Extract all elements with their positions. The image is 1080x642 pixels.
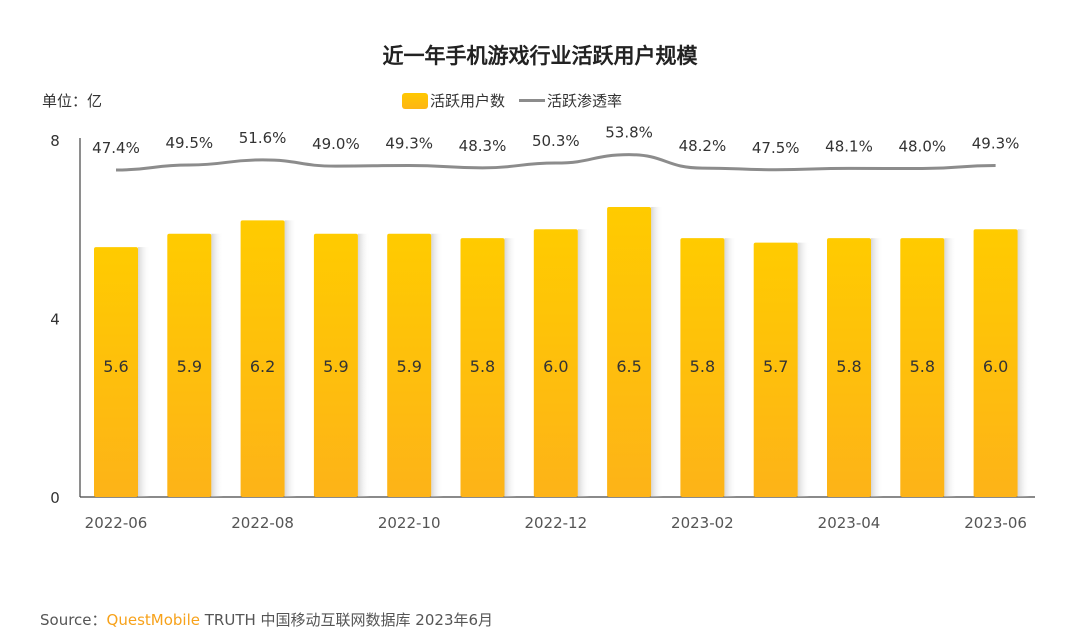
bar-data-label: 5.8	[470, 357, 495, 376]
bar-data-label: 5.8	[836, 357, 861, 376]
x-tick-label: 2022-10	[378, 514, 441, 532]
bar-data-label: 5.9	[323, 357, 348, 376]
bar	[533, 229, 578, 497]
bar	[973, 229, 1018, 497]
legend-swatch-line	[519, 99, 546, 102]
x-tick-label: 2023-04	[818, 514, 881, 532]
line-data-label: 48.1%	[825, 137, 873, 155]
bar-shadow	[577, 229, 590, 497]
x-tick-label: 2022-06	[85, 514, 148, 532]
legend-label: 活跃渗透率	[547, 92, 623, 110]
line-data-label: 50.3%	[532, 132, 580, 150]
x-tick-label: 2023-02	[671, 514, 734, 532]
bar-shadow	[357, 233, 370, 497]
line-data-label: 48.2%	[679, 137, 727, 155]
bar-data-label: 5.6	[103, 357, 128, 376]
bar-shadow	[504, 238, 517, 498]
source-prefix: Source：	[40, 611, 107, 629]
bar-data-label: 6.0	[543, 357, 568, 376]
legend-label: 活跃用户数	[430, 92, 506, 110]
bar-data-label: 5.9	[177, 357, 202, 376]
line-data-label: 49.0%	[312, 135, 360, 153]
bar-data-label: 5.7	[763, 357, 788, 376]
bar	[827, 238, 871, 498]
rate-line	[115, 153, 996, 172]
bar-shadow	[138, 247, 150, 497]
bar-data-label: 5.8	[690, 357, 715, 376]
bar-shadow	[651, 206, 664, 497]
bar-shadow	[871, 238, 883, 498]
bar	[460, 238, 505, 498]
y-tick-label: 4	[50, 311, 60, 329]
bar-shadow	[797, 242, 810, 497]
bar	[387, 233, 432, 497]
line-data-label: 47.4%	[92, 139, 140, 157]
bar-data-label: 5.8	[910, 357, 935, 376]
bar	[94, 247, 138, 497]
bar-data-label: 5.9	[396, 357, 421, 376]
line-data-label: 47.5%	[752, 139, 800, 157]
bar-data-label: 6.2	[250, 357, 275, 376]
y-tick-label: 8	[50, 132, 60, 150]
line-data-label: 48.0%	[898, 138, 946, 156]
bar-data-label: 6.5	[616, 357, 641, 376]
bar-shadow	[724, 238, 737, 498]
bar	[240, 220, 285, 497]
source-text: TRUTH 中国移动互联网数据库 2023年6月	[204, 611, 494, 629]
legend-item-users: 活跃用户数	[402, 90, 505, 111]
bar-shadow	[944, 238, 957, 498]
line-data-label: 53.8%	[605, 124, 653, 142]
source-note: Source：QuestMobile TRUTH 中国移动互联网数据库 2023…	[40, 609, 493, 630]
source-brand: QuestMobile	[106, 611, 200, 629]
y-tick-label: 0	[50, 489, 60, 507]
x-tick-label: 2022-12	[524, 514, 587, 532]
bar-shadow	[1017, 229, 1030, 497]
chart-title: 近一年手机游戏行业活跃用户规模	[382, 44, 698, 68]
line-data-label: 51.6%	[239, 129, 287, 147]
line-data-label: 49.5%	[165, 134, 213, 152]
bar	[167, 233, 212, 497]
legend-item-rate: 活跃渗透率	[519, 90, 622, 111]
line-data-label: 49.3%	[972, 134, 1020, 152]
line-data-label: 49.3%	[385, 134, 433, 152]
bar	[313, 233, 358, 497]
x-tick-label: 2022-08	[231, 514, 294, 532]
bar	[753, 242, 798, 497]
bar-shadow	[284, 220, 297, 497]
unit-label: 单位：亿	[42, 92, 103, 110]
line-data-label: 48.3%	[459, 137, 507, 155]
bar	[607, 206, 652, 497]
legend: 活跃用户数 活跃渗透率	[402, 90, 622, 111]
x-tick-label: 2023-06	[964, 514, 1027, 532]
bar-shadow	[211, 233, 224, 497]
bar	[680, 238, 725, 498]
legend-swatch-bar	[402, 92, 428, 109]
bar-shadow	[431, 233, 444, 497]
bar	[900, 238, 945, 498]
bar-data-label: 6.0	[983, 357, 1008, 376]
